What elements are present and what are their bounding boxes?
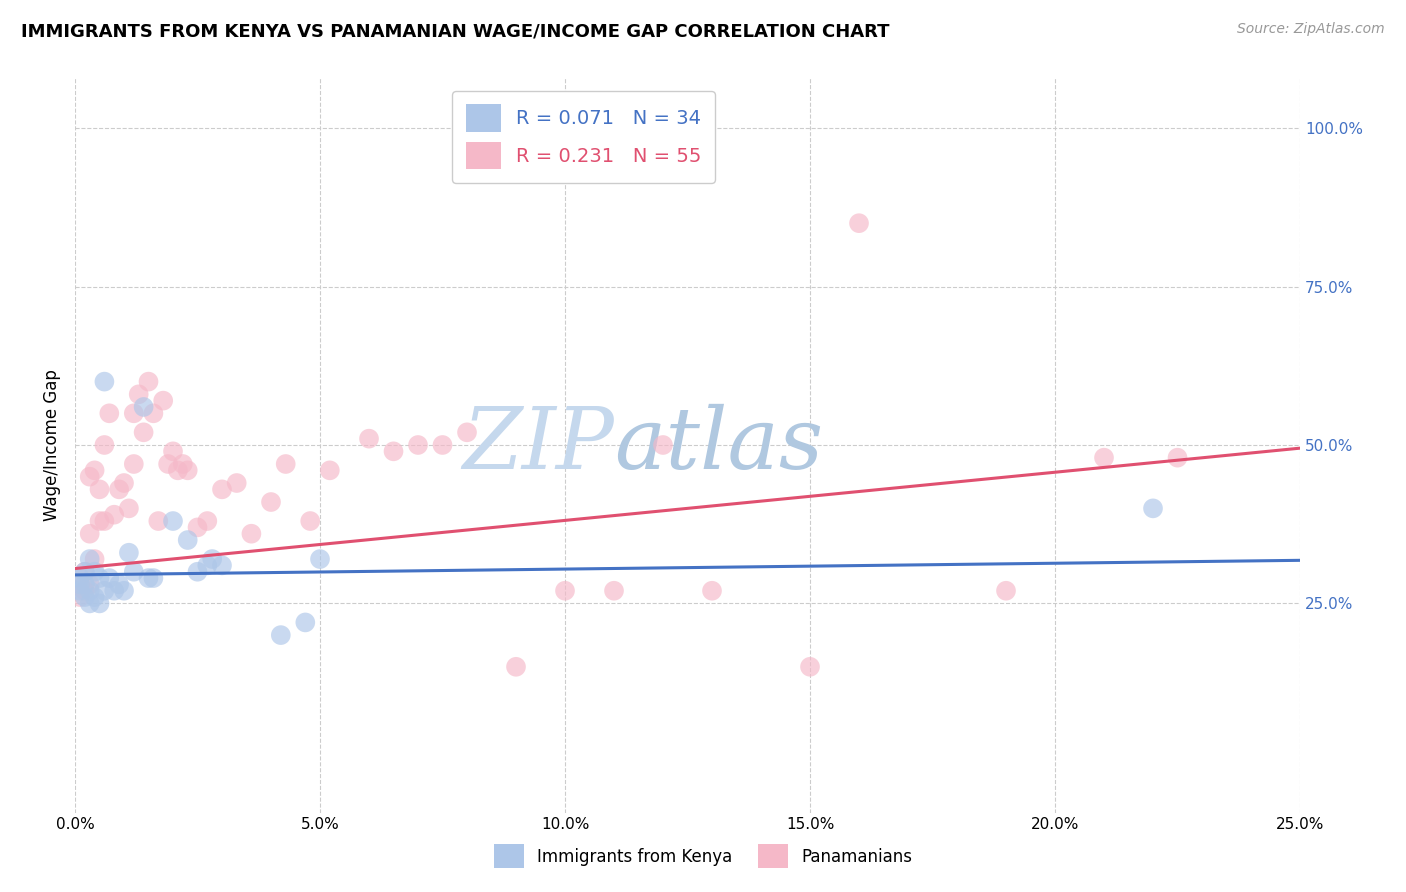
Point xyxy=(299,514,322,528)
Point xyxy=(700,583,723,598)
Point xyxy=(79,469,101,483)
Point xyxy=(456,425,478,440)
Point xyxy=(201,552,224,566)
Text: Source: ZipAtlas.com: Source: ZipAtlas.com xyxy=(1237,22,1385,37)
Point xyxy=(132,425,155,440)
Point xyxy=(319,463,342,477)
Point xyxy=(73,583,96,598)
Text: IMMIGRANTS FROM KENYA VS PANAMANIAN WAGE/INCOME GAP CORRELATION CHART: IMMIGRANTS FROM KENYA VS PANAMANIAN WAGE… xyxy=(21,22,890,40)
Point xyxy=(177,533,200,547)
Point xyxy=(142,406,165,420)
Point xyxy=(69,590,91,604)
Point xyxy=(118,501,141,516)
Point xyxy=(79,583,101,598)
Point xyxy=(142,571,165,585)
Point xyxy=(79,526,101,541)
Point xyxy=(406,438,429,452)
Point xyxy=(652,438,675,452)
Point xyxy=(1142,501,1164,516)
Point xyxy=(225,475,247,490)
Point xyxy=(73,590,96,604)
Point xyxy=(211,558,233,573)
Point xyxy=(108,577,131,591)
Point xyxy=(162,514,184,528)
Point xyxy=(118,546,141,560)
Point xyxy=(270,628,292,642)
Point xyxy=(260,495,283,509)
Point xyxy=(186,565,208,579)
Point xyxy=(69,577,91,591)
Point xyxy=(211,483,233,497)
Point xyxy=(108,483,131,497)
Point xyxy=(93,583,115,598)
Y-axis label: Wage/Income Gap: Wage/Income Gap xyxy=(44,369,60,521)
Point xyxy=(1166,450,1188,465)
Point xyxy=(69,577,91,591)
Point xyxy=(93,438,115,452)
Point xyxy=(148,514,170,528)
Text: ZIP: ZIP xyxy=(463,404,614,486)
Point xyxy=(157,457,180,471)
Point xyxy=(357,432,380,446)
Point xyxy=(162,444,184,458)
Point xyxy=(186,520,208,534)
Point xyxy=(294,615,316,630)
Point xyxy=(89,514,111,528)
Point xyxy=(79,577,101,591)
Point xyxy=(603,583,626,598)
Point xyxy=(505,660,527,674)
Point xyxy=(73,565,96,579)
Point xyxy=(240,526,263,541)
Point xyxy=(138,375,160,389)
Point xyxy=(195,558,218,573)
Text: atlas: atlas xyxy=(614,404,823,486)
Point xyxy=(274,457,297,471)
Point xyxy=(1092,450,1115,465)
Point xyxy=(103,583,125,598)
Point xyxy=(554,583,576,598)
Point xyxy=(93,375,115,389)
Point xyxy=(799,660,821,674)
Point xyxy=(112,583,135,598)
Point xyxy=(848,216,870,230)
Point xyxy=(83,590,105,604)
Point xyxy=(172,457,194,471)
Point xyxy=(79,596,101,610)
Point xyxy=(73,577,96,591)
Point xyxy=(98,406,121,420)
Point xyxy=(83,463,105,477)
Point xyxy=(83,552,105,566)
Point xyxy=(89,596,111,610)
Point xyxy=(112,475,135,490)
Point xyxy=(138,571,160,585)
Point xyxy=(128,387,150,401)
Legend: R = 0.071   N = 34, R = 0.231   N = 55: R = 0.071 N = 34, R = 0.231 N = 55 xyxy=(453,91,716,183)
Point xyxy=(73,565,96,579)
Point xyxy=(83,565,105,579)
Point xyxy=(79,552,101,566)
Point xyxy=(69,571,91,585)
Point xyxy=(122,457,145,471)
Point xyxy=(132,400,155,414)
Legend: Immigrants from Kenya, Panamanians: Immigrants from Kenya, Panamanians xyxy=(488,838,918,875)
Point xyxy=(89,483,111,497)
Point xyxy=(152,393,174,408)
Point xyxy=(382,444,405,458)
Point xyxy=(98,571,121,585)
Point xyxy=(93,514,115,528)
Point xyxy=(995,583,1018,598)
Point xyxy=(167,463,190,477)
Point xyxy=(309,552,332,566)
Point xyxy=(122,565,145,579)
Point xyxy=(432,438,454,452)
Point xyxy=(122,406,145,420)
Point xyxy=(103,508,125,522)
Point xyxy=(69,583,91,598)
Point xyxy=(89,571,111,585)
Point xyxy=(195,514,218,528)
Point xyxy=(177,463,200,477)
